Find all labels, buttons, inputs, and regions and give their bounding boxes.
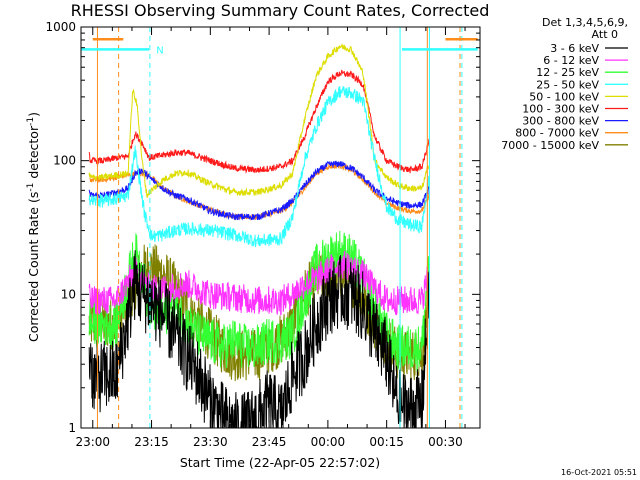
legend-entry: 25 - 50 keV: [536, 78, 628, 91]
y-tick-label: 10: [61, 287, 76, 301]
series-path: [88, 250, 430, 428]
x-tick-label: 23:30: [193, 435, 228, 449]
y-tick-label: 1: [68, 421, 76, 435]
legend-entry: 7000 - 15000 keV: [501, 139, 628, 152]
legend-label: 6 - 12 keV: [543, 54, 599, 67]
legend-entry: 3 - 6 keV: [550, 42, 628, 55]
series-path: [88, 85, 430, 248]
y-label-main: Corrected Count Rate (s: [26, 192, 41, 342]
y-tick-label: 100: [53, 154, 76, 168]
legend-label: 12 - 25 keV: [536, 66, 599, 79]
legend-entry: 800 - 7000 keV: [515, 127, 628, 140]
series-path: [88, 160, 430, 221]
legend-entry: 50 - 100 keV: [529, 90, 628, 103]
legend-entry: 12 - 25 keV: [536, 66, 628, 79]
timestamp: 16-Oct-2021 05:51: [561, 468, 637, 477]
annotation-label: N: [156, 45, 163, 56]
legend-label: 800 - 7000 keV: [515, 127, 599, 140]
legend-label: 300 - 800 keV: [522, 115, 599, 128]
plot-area: N: [81, 27, 478, 428]
legend-entry: 6 - 12 keV: [543, 54, 628, 67]
legend-header-line1: Det 1,3,4,5,6,9,: [542, 16, 628, 29]
series-path: [88, 250, 430, 316]
legend-entry: 100 - 300 keV: [522, 103, 628, 116]
axes: 1 10 100 1000 23:00 23:15 23:30 23:45 00:00 00:15…: [45, 20, 481, 449]
legend-header-line2: Att 0: [592, 28, 618, 41]
x-axis-label: Start Time (22-Apr-05 22:57:02): [180, 455, 380, 470]
x-tick-label: 23:15: [134, 435, 169, 449]
series-path: [88, 69, 430, 174]
x-tick-label: 00:30: [428, 435, 463, 449]
x-tick-label: 00:00: [311, 435, 346, 449]
chart-title: RHESSI Observing Summary Count Rates, Co…: [71, 1, 490, 20]
x-tick-label: 00:15: [369, 435, 404, 449]
y-label-mid: detector: [26, 125, 41, 183]
series-100-300-kevkev-line: [88, 69, 430, 174]
y-axis-label: Corrected Count Rate (s-1 detector-1): [26, 112, 41, 342]
legend-label: 100 - 300 keV: [522, 103, 599, 116]
legend-entry: 300 - 800 keV: [522, 115, 628, 128]
plot-frame: [80, 26, 481, 429]
series-6-12-kevkev-line: [88, 250, 430, 316]
legend-label: 3 - 6 keV: [550, 42, 599, 55]
series-300-800-kevkev-line: [88, 160, 430, 221]
series-25-50-kevkev-line: [88, 85, 430, 248]
y-label-sup2: -1: [26, 117, 36, 126]
legend-label: 7000 - 15000 keV: [501, 139, 599, 152]
y-label-sup1: -1: [26, 183, 36, 192]
legend-label: 50 - 100 keV: [529, 90, 599, 103]
y-tick-label: 1000: [45, 20, 76, 34]
series-3-6-kevkev-line: [88, 250, 430, 428]
y-label-end: ): [26, 112, 41, 117]
x-tick-label: 23:45: [252, 435, 287, 449]
x-tick-label: 23:00: [75, 435, 110, 449]
legend-label: 25 - 50 keV: [536, 78, 599, 91]
